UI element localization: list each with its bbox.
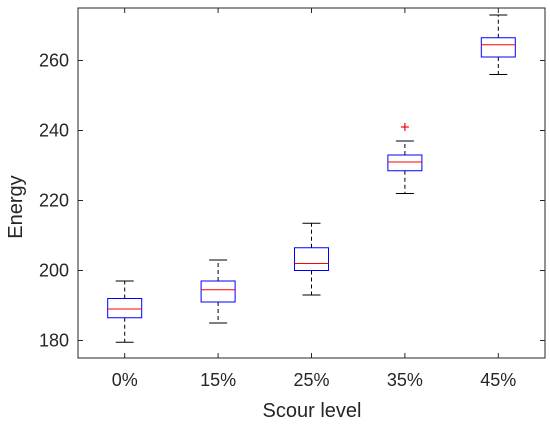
x-axis-title: Scour level xyxy=(263,400,362,422)
y-tick-label: 180 xyxy=(39,331,69,351)
iqr-box xyxy=(107,298,143,319)
x-tick-label: 15% xyxy=(200,370,236,390)
y-tick-label: 220 xyxy=(39,191,69,211)
y-axis-title: Energy xyxy=(5,175,27,238)
iqr-box xyxy=(294,247,329,271)
iqr-box xyxy=(480,37,516,58)
axes-frame xyxy=(77,7,546,359)
iqr-box xyxy=(200,280,236,303)
y-tick-label: 260 xyxy=(39,51,69,71)
plot-area: 180 200 220 240 260 0% 15% 25% 35% 45% xyxy=(39,7,546,390)
y-tick-label: 200 xyxy=(39,261,69,281)
x-tick-label: 0% xyxy=(112,370,138,390)
y-tick-label: 240 xyxy=(39,121,69,141)
x-tick-label: 45% xyxy=(480,370,516,390)
x-tick-label: 25% xyxy=(293,370,329,390)
iqr-box xyxy=(387,154,423,172)
x-tick-label: 35% xyxy=(387,370,423,390)
